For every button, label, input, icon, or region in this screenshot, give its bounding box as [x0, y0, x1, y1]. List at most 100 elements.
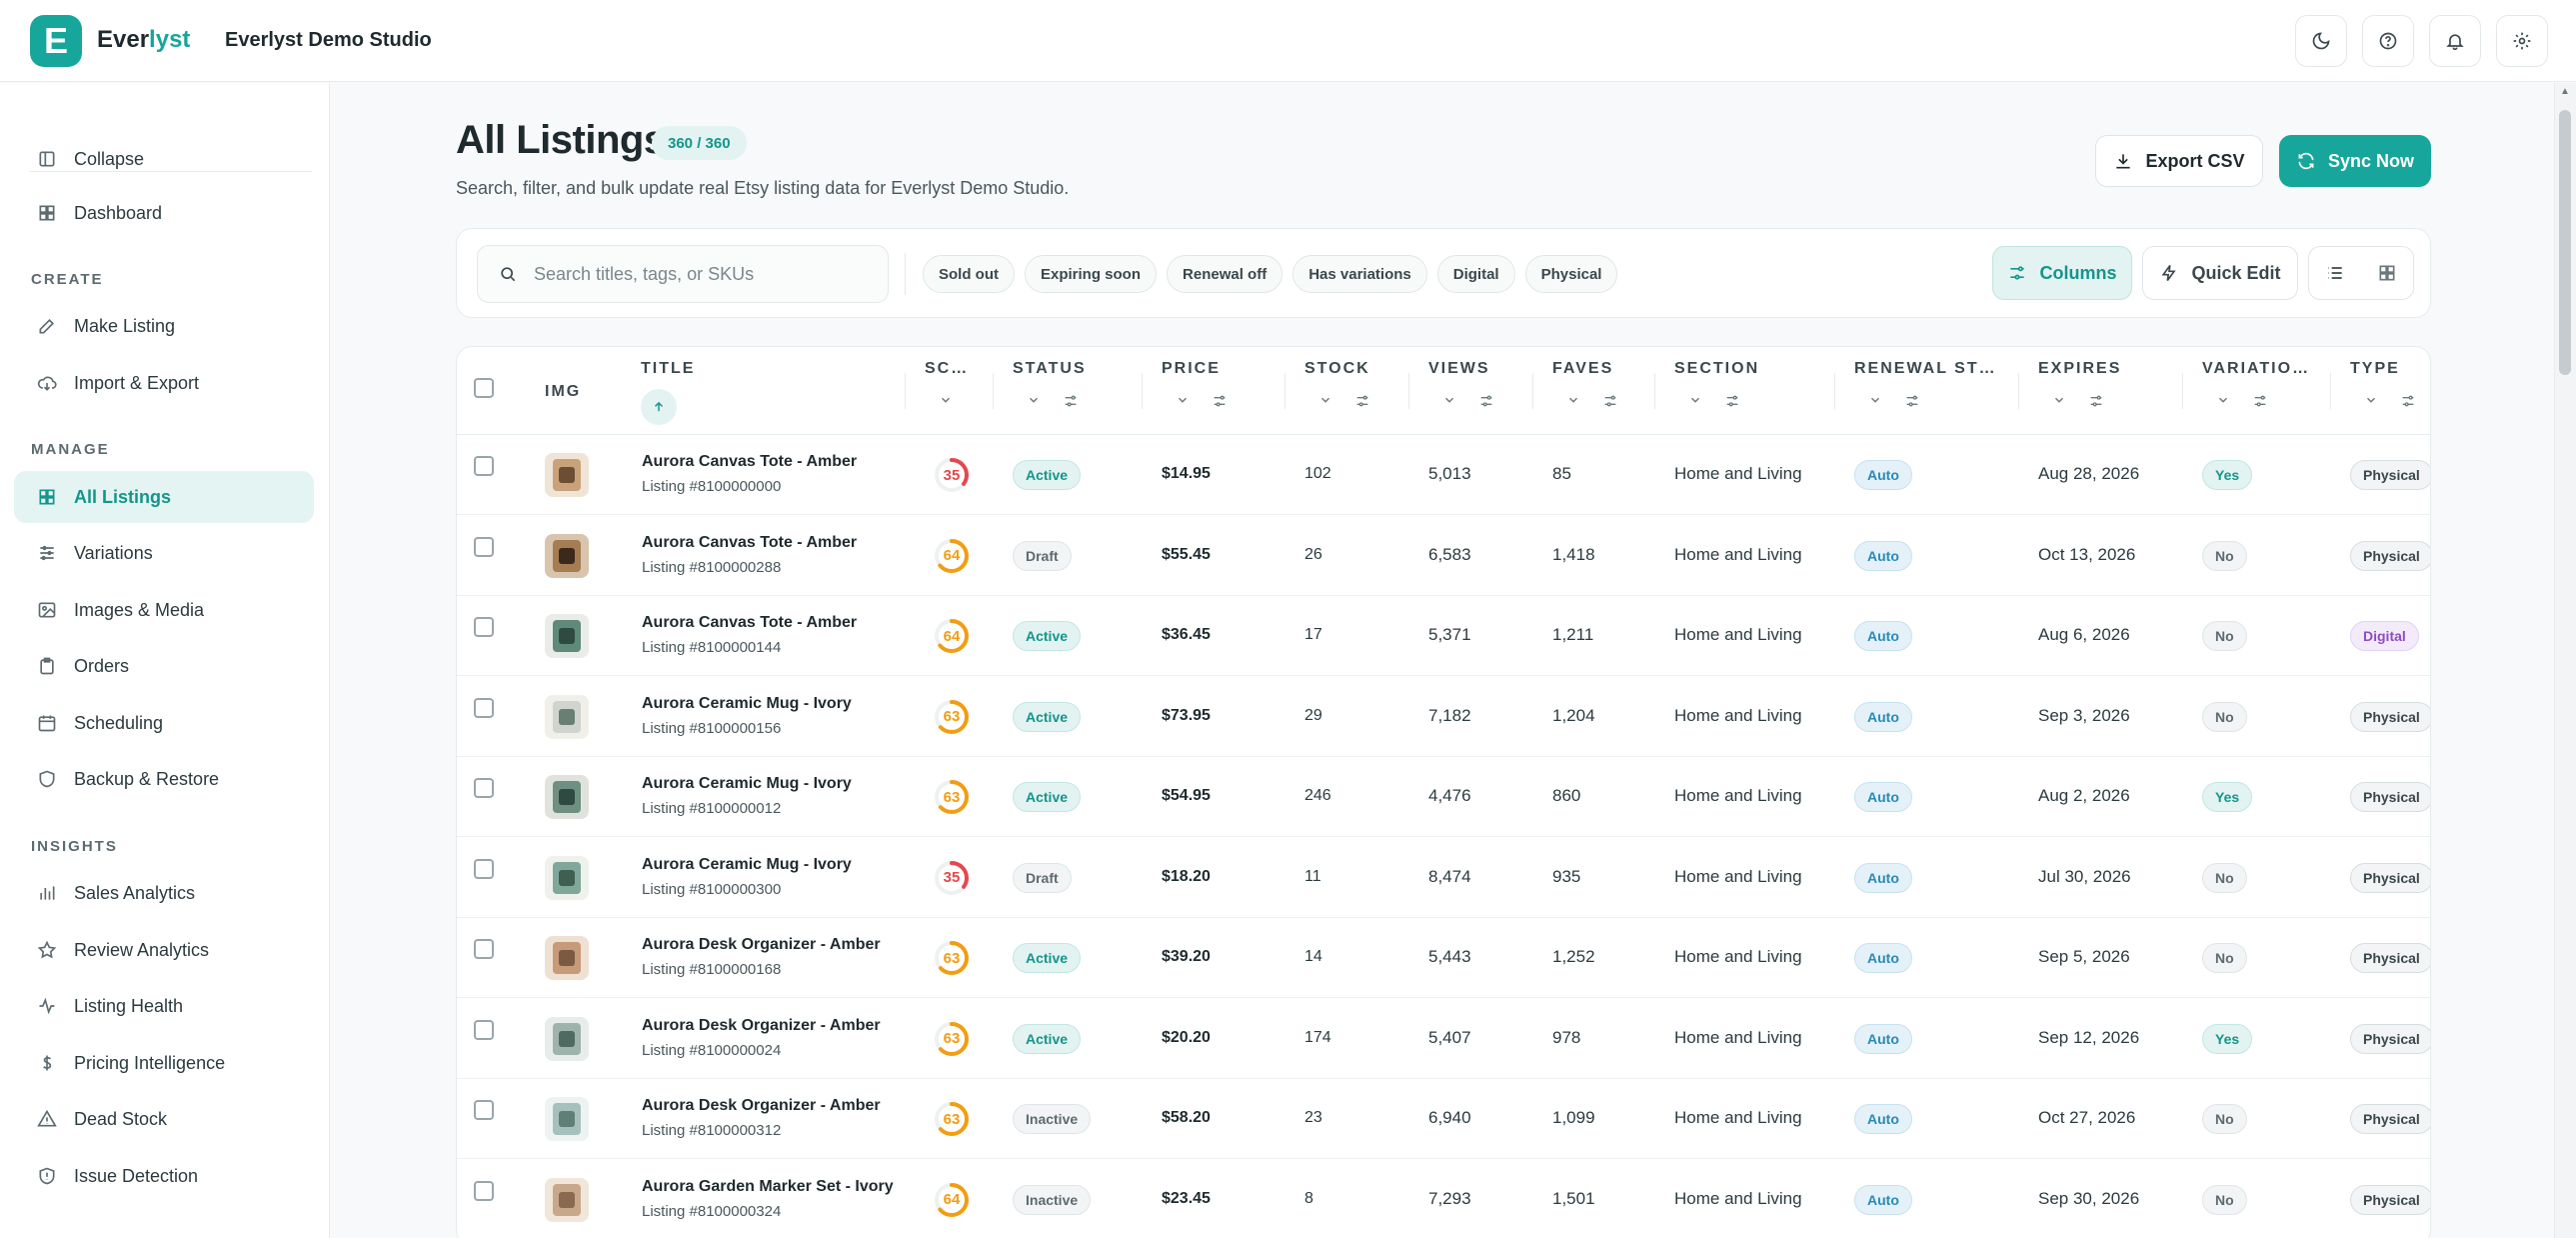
listing-thumbnail[interactable]	[545, 936, 589, 980]
column-header-img[interactable]: IMG	[545, 383, 582, 400]
sidebar-item-all-listings[interactable]: All Listings	[14, 471, 314, 523]
column-header-renewal[interactable]: RENEWAL ST…	[1854, 360, 1997, 377]
chevron-down-icon[interactable]	[1688, 393, 1702, 414]
column-filter-icon[interactable]	[1904, 393, 1920, 414]
table-row[interactable]: Aurora Canvas Tote - Amber Listing #8100…	[457, 435, 2430, 515]
column-header-type[interactable]: TYPE	[2350, 360, 2400, 377]
table-row[interactable]: Aurora Canvas Tote - Amber Listing #8100…	[457, 516, 2430, 596]
column-divider[interactable]	[1408, 373, 1409, 409]
row-checkbox[interactable]	[474, 858, 494, 879]
column-filter-icon[interactable]	[1212, 393, 1228, 414]
column-header-stock[interactable]: STOCK	[1304, 360, 1370, 377]
stock-cell[interactable]: 14	[1304, 948, 1322, 965]
logo[interactable]: E	[30, 15, 82, 67]
price-cell[interactable]: $58.20	[1162, 1109, 1211, 1126]
stock-cell[interactable]: 11	[1304, 867, 1321, 885]
column-header-views[interactable]: VIEWS	[1428, 360, 1490, 377]
listing-title[interactable]: Aurora Ceramic Mug - Ivory	[642, 694, 852, 712]
column-divider[interactable]	[1532, 373, 1533, 409]
listing-thumbnail[interactable]	[545, 533, 589, 578]
sidebar-item-orders[interactable]: Orders	[14, 640, 314, 692]
filter-chip[interactable]: Renewal off	[1167, 255, 1284, 293]
column-divider[interactable]	[2018, 373, 2019, 409]
stock-cell[interactable]: 8	[1304, 1189, 1313, 1207]
search-input[interactable]	[534, 263, 874, 285]
chevron-down-icon[interactable]	[2216, 393, 2230, 414]
listing-title[interactable]: Aurora Desk Organizer - Amber	[642, 1016, 881, 1034]
settings-button[interactable]	[2496, 15, 2548, 67]
chevron-down-icon[interactable]	[2364, 393, 2378, 414]
column-divider[interactable]	[1142, 373, 1143, 409]
listing-title[interactable]: Aurora Desk Organizer - Amber	[642, 936, 881, 953]
listing-title[interactable]: Aurora Desk Organizer - Amber	[642, 1097, 881, 1114]
filter-chip[interactable]: Expiring soon	[1025, 255, 1158, 293]
column-header-expires[interactable]: EXPIRES	[2038, 360, 2122, 377]
sidebar-item-images-media[interactable]: Images & Media	[14, 584, 314, 636]
sidebar-item-scheduling[interactable]: Scheduling	[14, 697, 314, 749]
column-divider[interactable]	[993, 373, 994, 409]
table-row[interactable]: Aurora Desk Organizer - Amber Listing #8…	[457, 918, 2430, 998]
stock-cell[interactable]: 246	[1304, 787, 1331, 804]
columns-button[interactable]: Columns	[1992, 246, 2132, 300]
listing-title[interactable]: Aurora Ceramic Mug - Ivory	[642, 775, 852, 792]
column-divider[interactable]	[2182, 373, 2183, 409]
price-cell[interactable]: $39.20	[1162, 948, 1211, 965]
column-filter-icon[interactable]	[2088, 393, 2104, 414]
sidebar-item-dead-stock[interactable]: Dead Stock	[14, 1093, 314, 1145]
column-filter-icon[interactable]	[2400, 393, 2416, 414]
filter-chip[interactable]: Digital	[1436, 255, 1515, 293]
chevron-down-icon[interactable]	[1318, 393, 1332, 414]
listing-thumbnail[interactable]	[545, 775, 589, 819]
sidebar-item-import-export[interactable]: Import & Export	[14, 357, 314, 409]
scrollbar-thumb[interactable]	[2559, 110, 2571, 375]
row-checkbox[interactable]	[474, 536, 494, 557]
listing-title[interactable]: Aurora Canvas Tote - Amber	[642, 533, 858, 551]
list-view-icon[interactable]	[2325, 263, 2345, 283]
stock-cell[interactable]: 29	[1304, 706, 1322, 724]
table-row[interactable]: Aurora Ceramic Mug - Ivory Listing #8100…	[457, 757, 2430, 837]
price-cell[interactable]: $20.20	[1162, 1028, 1211, 1046]
table-row[interactable]: Aurora Ceramic Mug - Ivory Listing #8100…	[457, 838, 2430, 918]
sidebar-item-sales-analytics[interactable]: Sales Analytics	[14, 867, 314, 919]
price-cell[interactable]: $18.20	[1162, 867, 1211, 885]
chevron-down-icon[interactable]	[1566, 393, 1580, 414]
row-checkbox[interactable]	[474, 697, 494, 718]
column-header-price[interactable]: PRICE	[1162, 360, 1221, 377]
listing-thumbnail[interactable]	[545, 614, 589, 658]
column-header-faves[interactable]: FAVES	[1552, 360, 1614, 377]
grid-view-icon[interactable]	[2377, 263, 2397, 283]
chevron-down-icon[interactable]	[2052, 393, 2066, 414]
column-filter-icon[interactable]	[2252, 393, 2268, 414]
price-cell[interactable]: $23.45	[1162, 1189, 1211, 1207]
column-header-variations[interactable]: VARIATIO…	[2202, 360, 2311, 377]
search-box[interactable]	[477, 245, 889, 303]
stock-cell[interactable]: 17	[1304, 626, 1322, 643]
stock-cell[interactable]: 102	[1304, 465, 1331, 482]
price-cell[interactable]: $54.95	[1162, 787, 1211, 804]
row-checkbox[interactable]	[474, 456, 494, 476]
listing-title[interactable]: Aurora Canvas Tote - Amber	[642, 614, 858, 631]
sidebar-item-backup-restore[interactable]: Backup & Restore	[14, 753, 314, 805]
column-divider[interactable]	[1285, 373, 1286, 409]
price-cell[interactable]: $36.45	[1162, 626, 1211, 643]
chevron-down-icon[interactable]	[1868, 393, 1882, 414]
quick-edit-button[interactable]: Quick Edit	[2142, 246, 2298, 300]
sync-now-button[interactable]: Sync Now	[2279, 135, 2431, 187]
listing-thumbnail[interactable]	[545, 1097, 589, 1141]
sidebar-item-review-analytics[interactable]: Review Analytics	[14, 924, 314, 976]
listing-thumbnail[interactable]	[545, 453, 589, 497]
stock-cell[interactable]: 174	[1304, 1028, 1331, 1046]
table-row[interactable]: Aurora Desk Organizer - Amber Listing #8…	[457, 999, 2430, 1079]
export-csv-button[interactable]: Export CSV	[2095, 135, 2263, 187]
stock-cell[interactable]: 26	[1304, 545, 1322, 563]
table-row[interactable]: Aurora Desk Organizer - Amber Listing #8…	[457, 1079, 2430, 1159]
column-filter-icon[interactable]	[1478, 393, 1494, 414]
chevron-down-icon[interactable]	[1442, 393, 1456, 414]
sidebar-item-variations[interactable]: Variations	[14, 527, 314, 579]
listing-title[interactable]: Aurora Ceramic Mug - Ivory	[642, 855, 852, 873]
notifications-button[interactable]	[2429, 15, 2481, 67]
sidebar-item-dashboard[interactable]: Dashboard	[14, 187, 314, 239]
stock-cell[interactable]: 23	[1304, 1109, 1322, 1126]
price-cell[interactable]: $14.95	[1162, 465, 1211, 482]
help-button[interactable]	[2362, 15, 2414, 67]
